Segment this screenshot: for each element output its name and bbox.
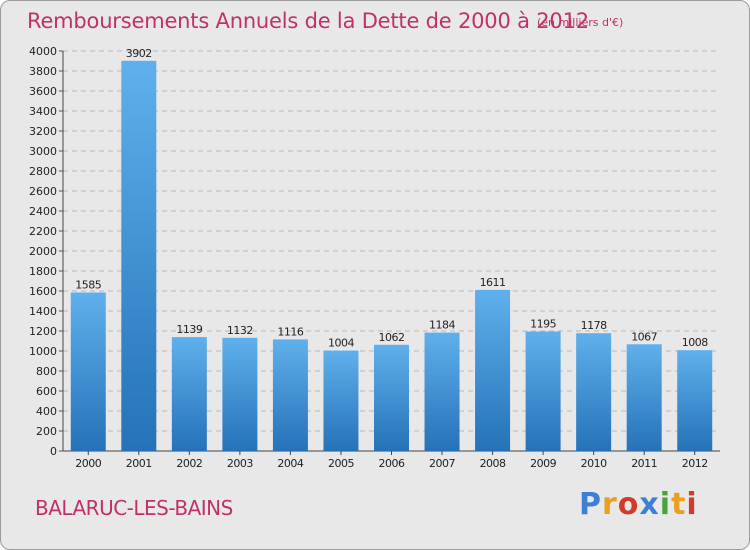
logo-letter: i [686,487,698,522]
bar-2006[interactable] [374,344,409,451]
data-label-2007: 1184 [429,319,455,332]
x-tick-label: 2000 [75,457,101,470]
logo-letter: o [617,487,640,522]
y-tick-label: 1800 [29,265,57,278]
logo-letter: i [659,487,672,522]
data-label-2006: 1062 [379,331,405,344]
x-tick-label: 2005 [328,457,354,470]
bar-2002[interactable] [171,337,207,451]
x-tick-label: 2001 [126,457,152,470]
y-tick-label: 1000 [29,345,57,358]
x-tick-label: 2010 [581,457,607,470]
data-label-2002: 1139 [176,323,202,336]
logo-letter: r [602,487,618,522]
bar-2005[interactable] [323,350,359,451]
x-tick-label: 2002 [176,457,202,470]
y-tick-label: 2800 [29,165,57,178]
data-label-2005: 1004 [328,337,354,350]
x-tick-label: 2011 [631,457,657,470]
y-tick-label: 800 [36,365,57,378]
y-tick-label: 2200 [29,225,57,238]
logo-letter: P [579,487,602,522]
bar-2010[interactable] [576,333,612,451]
x-tick-label: 2007 [429,457,455,470]
bar-2003[interactable] [222,337,258,451]
bar-2009[interactable] [525,331,561,452]
y-tick-label: 3600 [29,85,57,98]
data-label-2008: 1611 [480,276,506,289]
data-label-2000: 1585 [75,279,101,292]
x-tick-label: 2006 [379,457,405,470]
bar-2001[interactable] [121,60,157,452]
y-tick-label: 200 [36,425,57,438]
chart-subtitle: (en milliers d'€) [537,16,624,29]
logo-letter: x [639,487,660,522]
y-tick-label: 4000 [29,45,57,58]
x-tick-label: 2004 [277,457,303,470]
data-label-2003: 1132 [227,324,253,337]
data-label-2004: 1116 [277,325,303,338]
y-tick-label: 400 [36,405,57,418]
y-tick-label: 3000 [29,145,57,158]
city-name: BALARUC-LES-BAINS [35,496,233,520]
data-label-2001: 3902 [126,47,152,60]
proxiti-logo[interactable]: Proxiti [579,487,698,522]
y-tick-label: 1600 [29,285,57,298]
y-tick-label: 3800 [29,65,57,78]
bar-2011[interactable] [626,344,662,451]
x-tick-label: 2003 [227,457,253,470]
y-tick-label: 1200 [29,325,57,338]
data-label-2012: 1008 [682,336,708,349]
x-tick-label: 2008 [480,457,506,470]
x-tick-label: 2012 [682,457,708,470]
x-tick-label: 2009 [530,457,556,470]
bar-2008[interactable] [475,289,511,451]
bar-2012[interactable] [677,350,713,451]
data-label-2010: 1178 [581,319,607,332]
logo-letter: t [671,487,687,522]
chart-title: Remboursements Annuels de la Dette de 20… [27,9,589,33]
bar-2004[interactable] [272,339,308,451]
y-tick-label: 3400 [29,105,57,118]
y-tick-label: 1400 [29,305,57,318]
data-label-2011: 1067 [631,330,657,343]
y-tick-label: 2400 [29,205,57,218]
y-tick-label: 0 [50,445,57,458]
y-tick-label: 600 [36,385,57,398]
bar-2000[interactable] [70,292,106,452]
data-label-2009: 1195 [530,318,556,331]
y-tick-label: 2000 [29,245,57,258]
y-tick-label: 3200 [29,125,57,138]
y-tick-label: 2600 [29,185,57,198]
bar-2007[interactable] [424,332,460,451]
